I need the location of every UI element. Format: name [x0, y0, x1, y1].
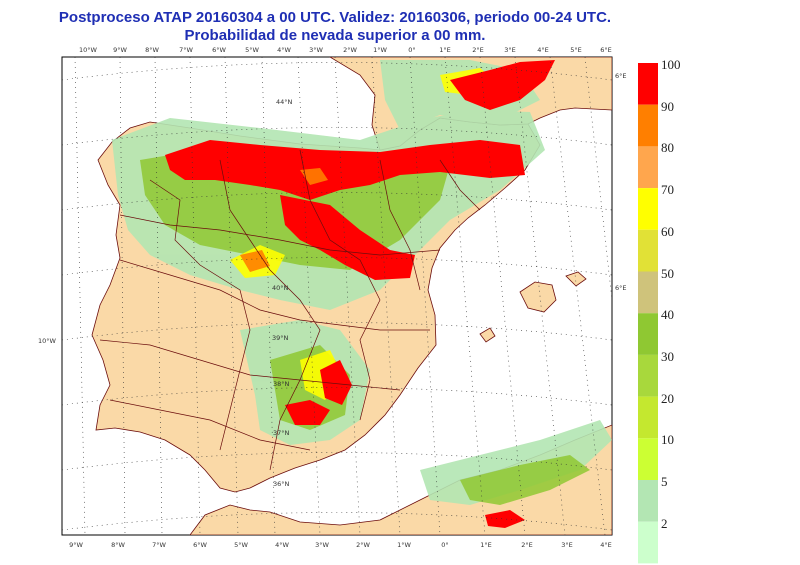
top-lon-label: 2°E	[472, 46, 484, 54]
bottom-lon-label: 2°W	[356, 541, 370, 549]
bottom-lon-label: 8°W	[111, 541, 125, 549]
top-axis-labels: 10°W 9°W 8°W 7°W 6°W 5°W 4°W 3°W 2°W 1°W…	[79, 46, 612, 54]
colorbar-swatch	[638, 63, 658, 105]
bottom-lon-label: 5°W	[234, 541, 248, 549]
top-lon-label: 5°W	[245, 46, 259, 54]
very-high-probability-areas	[165, 60, 555, 528]
top-lon-label: 3°E	[504, 46, 516, 54]
top-lon-label: 6°W	[212, 46, 226, 54]
map-subtitle: Probabilidad de nevada superior a 00 mm.	[184, 27, 486, 44]
top-lon-label: 4°W	[277, 46, 291, 54]
lat-label: 37°N	[273, 429, 290, 437]
top-lon-label: 3°W	[309, 46, 323, 54]
province-borders	[99, 149, 481, 471]
colorbar-level-label: 10	[661, 432, 674, 448]
bottom-lon-label: 3°E	[561, 541, 573, 549]
left-lon-label: 10°W	[38, 337, 57, 345]
colorbar-swatch	[638, 438, 658, 480]
top-lon-label: 0°	[408, 46, 415, 54]
latitude-labels: 44°N 40°N 39°N 38°N 37°N 36°N	[272, 98, 293, 488]
bottom-lon-label: 0°	[441, 541, 448, 549]
colorbar-level-label: 20	[661, 390, 674, 406]
bottom-lon-label: 4°W	[275, 541, 289, 549]
colorbar-level-label: 30	[661, 348, 674, 364]
map-title: Postproceso ATAP 20160304 a 00 UTC. Vali…	[58, 9, 612, 26]
colorbar-swatch	[638, 354, 658, 397]
menorca	[565, 271, 587, 287]
colorbar-level-label: 5	[661, 474, 668, 489]
colorbar	[638, 63, 658, 564]
colorbar-swatch	[638, 521, 658, 564]
top-lon-label: 10°W	[79, 46, 98, 54]
lat-label: 38°N	[273, 380, 290, 388]
bottom-lon-label: 7°W	[152, 541, 166, 549]
bottom-lon-label: 3°W	[315, 541, 329, 549]
bottom-axis-labels: 9°W 8°W 7°W 6°W 5°W 4°W 3°W 2°W 1°W 0° 1…	[69, 541, 612, 549]
colorbar-level-label: 100	[661, 57, 681, 72]
colorbar-level-label: 90	[661, 98, 674, 114]
colorbar-level-label: 40	[661, 307, 674, 323]
top-lon-label: 8°W	[145, 46, 159, 54]
lat-label: 36°N	[273, 480, 290, 488]
graticule	[62, 57, 612, 535]
top-lon-label: 9°W	[113, 46, 127, 54]
bottom-lon-label: 1°E	[480, 541, 492, 549]
mallorca	[519, 281, 557, 313]
bottom-lon-label: 6°W	[193, 541, 207, 549]
bottom-lon-label: 9°W	[69, 541, 83, 549]
colorbar-swatch	[638, 229, 658, 272]
lat-label: 40°N	[272, 284, 289, 292]
bottom-lon-label: 1°W	[397, 541, 411, 549]
right-lon-label-top: 6°E	[615, 72, 627, 80]
colorbar-swatch	[638, 396, 658, 439]
bottom-lon-label: 4°E	[600, 541, 612, 549]
top-lon-label: 1°E	[439, 46, 451, 54]
colorbar-level-label: 70	[661, 182, 674, 198]
colorbar-level-label: 60	[661, 223, 674, 239]
top-lon-label: 1°W	[373, 46, 387, 54]
right-lon-label-mid: 6°E	[615, 284, 627, 292]
top-lon-label: 5°E	[570, 46, 582, 54]
colorbar-level-label: 2	[661, 515, 668, 531]
ibiza	[479, 327, 496, 343]
top-lon-label: 4°E	[537, 46, 549, 54]
bottom-lon-label: 2°E	[521, 541, 533, 549]
colorbar-swatch	[638, 313, 658, 355]
colorbar-swatch	[638, 188, 658, 230]
top-lon-label: 6°E	[600, 46, 612, 54]
colorbar-swatch	[638, 104, 658, 147]
orange-areas	[240, 168, 328, 272]
top-lon-label: 7°W	[179, 46, 193, 54]
colorbar-level-label: 50	[661, 265, 674, 281]
colorbar-swatch	[638, 271, 658, 314]
top-lon-label: 2°W	[343, 46, 357, 54]
lat-label: 39°N	[272, 334, 289, 342]
colorbar-level-label: 80	[661, 140, 674, 156]
colorbar-swatch	[638, 146, 658, 189]
colorbar-swatch	[638, 480, 658, 522]
lat-label: 44°N	[276, 98, 293, 106]
